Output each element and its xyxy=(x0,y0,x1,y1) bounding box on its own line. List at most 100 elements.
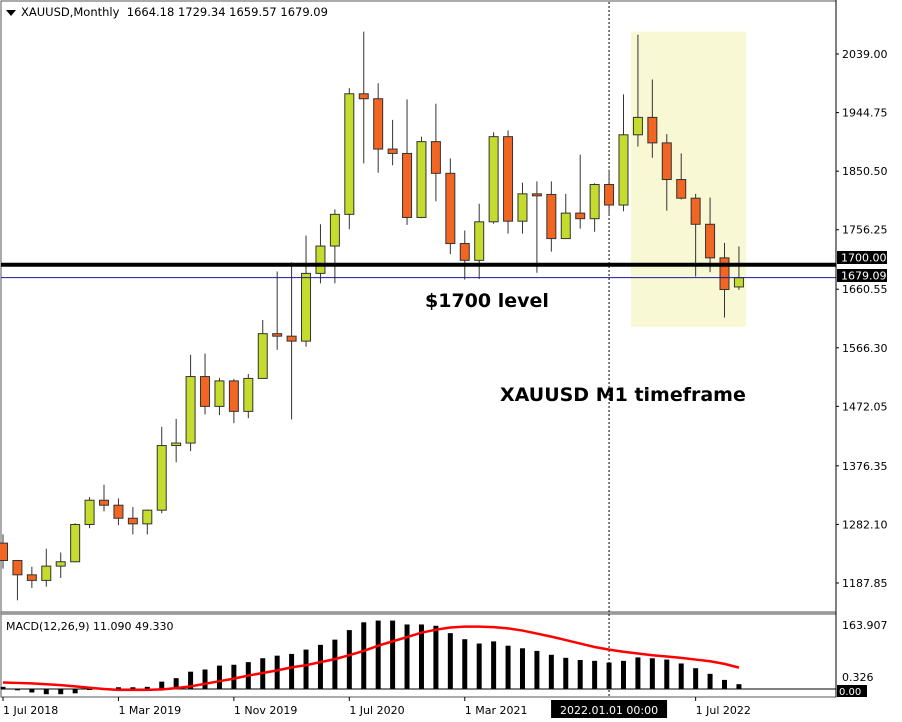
candle-bear xyxy=(0,542,8,562)
price-label-box xyxy=(837,251,887,264)
candle-bear xyxy=(12,560,23,576)
candle-bear xyxy=(690,197,701,225)
candle-bear xyxy=(113,504,124,519)
candle-bull xyxy=(214,380,225,407)
price-tick-label: 1472.05 xyxy=(842,400,888,413)
candle-bear xyxy=(358,93,369,100)
candle-bear xyxy=(676,179,687,199)
candle-bear xyxy=(546,193,557,240)
chart-title: XAUUSD,Monthly 1664.18 1729.34 1659.57 1… xyxy=(6,5,328,19)
macd-bar xyxy=(216,665,222,689)
candle-bull xyxy=(55,561,66,567)
candle-bear xyxy=(402,152,413,218)
candle-bear xyxy=(531,193,542,197)
time-tick-label: 1 Jul 2020 xyxy=(349,704,404,717)
macd-bar xyxy=(404,624,410,689)
macd-bar xyxy=(289,653,295,689)
price-tick-label: 2039.00 xyxy=(842,48,888,61)
macd-bar xyxy=(317,644,323,689)
candle-bull xyxy=(70,523,81,563)
macd-bar xyxy=(144,686,150,689)
macd-bar xyxy=(202,669,208,689)
candle-bear xyxy=(387,148,398,154)
candle-bear xyxy=(604,184,615,206)
macd-bar xyxy=(433,625,439,689)
macd-bar xyxy=(58,689,64,695)
price-tick-label: 1944.75 xyxy=(842,107,888,120)
candle-bull xyxy=(84,499,95,525)
price-tick-label: 1850.50 xyxy=(842,165,888,178)
candle-bull xyxy=(589,184,600,220)
macd-bar xyxy=(130,687,136,689)
macd-zero-box xyxy=(837,685,867,697)
macd-bar xyxy=(0,686,6,689)
price-tick-label: 1187.85 xyxy=(842,577,888,590)
candle-bear xyxy=(575,212,586,220)
candle-bull xyxy=(416,141,427,218)
macd-bar xyxy=(649,658,655,689)
macd-signal-line xyxy=(2,625,740,692)
macd-zero-label: 0.00 xyxy=(839,687,861,698)
crosshair-time-label: 2022.01.01 00:00 xyxy=(560,704,658,717)
price-label: 1700.00 xyxy=(841,252,887,265)
candle-bear xyxy=(459,243,470,261)
crosshair-time-box xyxy=(551,700,668,718)
macd-bar xyxy=(188,671,194,689)
candle-bull xyxy=(142,509,153,525)
symbol-timeframe: XAUUSD,Monthly xyxy=(21,5,120,19)
candle-bull xyxy=(618,134,629,206)
candle-bull xyxy=(733,277,744,288)
macd-bar xyxy=(736,684,742,689)
candle-bull xyxy=(560,212,571,240)
price-tick-label: 1756.25 xyxy=(842,224,888,237)
macd-bar xyxy=(534,650,540,689)
macd-bar xyxy=(115,687,121,689)
candle-bear xyxy=(503,136,514,222)
macd-bar xyxy=(159,681,165,689)
macd-bar xyxy=(29,689,35,693)
macd-bar xyxy=(563,657,569,689)
macd-bar xyxy=(722,679,727,689)
price-tick-label: 1566.30 xyxy=(842,342,888,355)
macd-bar xyxy=(577,659,583,689)
candle-bear xyxy=(647,116,658,144)
candle-bull xyxy=(474,221,485,261)
candle-bear xyxy=(26,574,37,581)
macd-bar xyxy=(418,624,424,689)
candle-bull xyxy=(257,333,268,379)
timeframe-annotation: XAUUSD M1 timeframe xyxy=(500,384,746,406)
candle-bear xyxy=(661,142,672,181)
candle-bull xyxy=(329,213,340,247)
dropdown-triangle-icon[interactable] xyxy=(6,9,16,16)
macd-bar xyxy=(606,662,612,689)
candle-bull xyxy=(171,442,182,447)
macd-bar xyxy=(462,639,468,689)
candle-bull xyxy=(344,93,355,215)
price-tick-label: 1376.35 xyxy=(842,460,888,473)
candle-bull xyxy=(41,565,52,581)
macd-bar xyxy=(519,648,525,689)
macd-bar xyxy=(332,639,338,689)
candle-bear xyxy=(228,380,239,412)
macd-bar xyxy=(635,657,641,689)
macd-bar xyxy=(43,689,49,695)
macd-zero-label: 0.326 xyxy=(842,671,874,684)
candle-bear xyxy=(373,98,384,150)
candle-bear xyxy=(430,141,441,174)
macd-bar xyxy=(491,641,497,689)
candle-bear xyxy=(719,257,730,291)
time-tick-label: 1 Mar 2021 xyxy=(465,704,528,717)
price-label: 1679.09 xyxy=(841,270,887,283)
macd-bar xyxy=(664,659,670,689)
candle-bear xyxy=(705,223,716,259)
time-tick-label: 1 Nov 2019 xyxy=(234,704,297,717)
macd-bar xyxy=(361,622,367,689)
price-tick-label: 1660.55 xyxy=(842,283,888,296)
macd-bar xyxy=(476,643,482,689)
time-tick-label: 1 Jul 2022 xyxy=(696,704,751,717)
candle-bear xyxy=(127,517,138,525)
macd-bar xyxy=(620,660,626,689)
macd-bar xyxy=(390,620,396,689)
macd-bar xyxy=(231,664,237,689)
